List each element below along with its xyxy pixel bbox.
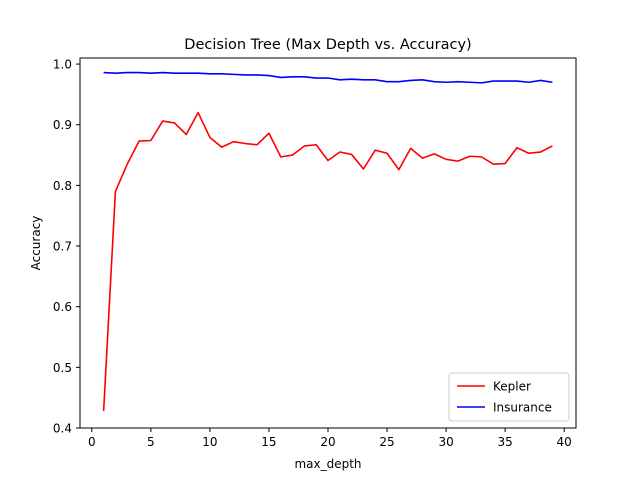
legend-label-insurance: Insurance [493, 401, 552, 415]
series-layer [102, 71, 553, 412]
x-tick-label: 30 [438, 435, 453, 449]
plot-area [79, 57, 577, 429]
y-axis-label: Accuracy [29, 216, 43, 271]
y-axis: 0.4 0.5 0.6 0.7 0.8 0.9 1.0 [53, 58, 80, 436]
plot-frame [79, 57, 577, 429]
y-tick-label: 0.5 [53, 361, 72, 375]
x-axis: 0 5 10 15 20 25 30 35 40 [88, 428, 572, 449]
y-tick-label: 0.8 [53, 179, 72, 193]
y-tick-label: 0.4 [53, 422, 72, 436]
x-tick-label: 10 [202, 435, 217, 449]
y-tick-label: 0.9 [53, 118, 72, 132]
x-tick-label: 0 [88, 435, 96, 449]
chart-title: Decision Tree (Max Depth vs. Accuracy) [184, 37, 471, 53]
x-tick-label: 40 [557, 435, 572, 449]
legend-box [448, 372, 570, 422]
y-tick-label: 0.7 [53, 240, 72, 254]
x-tick-label: 20 [320, 435, 335, 449]
legend: Kepler Insurance [448, 372, 570, 422]
x-tick-label: 25 [379, 435, 394, 449]
y-tick-label: 1.0 [53, 58, 72, 72]
x-tick-label: 5 [147, 435, 155, 449]
x-tick-label: 35 [498, 435, 513, 449]
legend-label-kepler: Kepler [493, 380, 531, 394]
series-line-insurance [103, 71, 553, 84]
x-tick-label: 15 [261, 435, 276, 449]
y-tick-label: 0.6 [53, 300, 72, 314]
series-line-kepler [102, 111, 553, 412]
x-axis-label: max_depth [294, 457, 361, 471]
